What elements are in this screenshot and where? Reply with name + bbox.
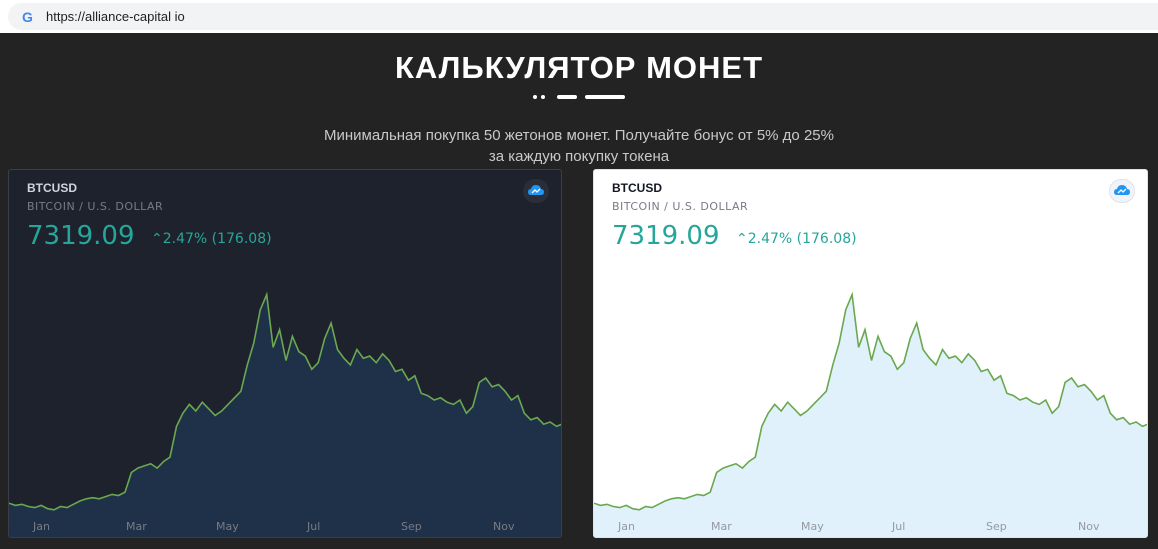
symbol-description: BITCOIN / U.S. DOLLAR bbox=[27, 200, 164, 213]
x-tick-label: Jul bbox=[891, 520, 905, 533]
x-tick-label: May bbox=[801, 520, 824, 533]
symbol-label[interactable]: BTCUSD bbox=[612, 181, 662, 195]
x-tick-label: Nov bbox=[493, 520, 515, 533]
btcusd-widget-dark[interactable]: Jan Mar May Jul Sep Nov BTCUSD BITCOIN / U.S.… bbox=[8, 169, 562, 538]
x-tick-label: May bbox=[216, 520, 239, 533]
price-value: 7319.09 bbox=[612, 221, 720, 251]
tradingview-cloud-icon[interactable] bbox=[523, 179, 549, 203]
x-tick-label: Mar bbox=[711, 520, 732, 533]
symbol-label[interactable]: BTCUSD bbox=[27, 181, 77, 195]
x-tick-label: Mar bbox=[126, 520, 147, 533]
tradingview-cloud-icon[interactable] bbox=[1109, 179, 1135, 203]
price-chart-light: Jan Mar May Jul Sep Nov bbox=[594, 291, 1147, 537]
x-tick-label: Sep bbox=[986, 520, 1007, 533]
page-subtitle: Минимальная покупка 50 жетонов монет. По… bbox=[0, 125, 1158, 167]
x-tick-label: Jan bbox=[617, 520, 635, 533]
price-area-fill bbox=[594, 294, 1147, 537]
btcusd-widget-light[interactable]: Jan Mar May Jul Sep Nov BTCUSD BITCOIN / U.S.… bbox=[593, 169, 1148, 538]
x-tick-label: Jul bbox=[306, 520, 320, 533]
page-title: КАЛЬКУЛЯТОР МОНЕТ bbox=[394, 50, 764, 85]
url-field[interactable]: G https://alliance-capital io bbox=[8, 3, 1158, 30]
price-change: ⌃2.47% (176.08) bbox=[736, 231, 857, 247]
subtitle-line-1: Минимальная покупка 50 жетонов монет. По… bbox=[324, 127, 834, 144]
title-decoration bbox=[533, 95, 625, 99]
browser-address-bar[interactable]: G https://alliance-capital io bbox=[0, 0, 1158, 33]
google-g-icon: G bbox=[22, 9, 33, 25]
subtitle-line-2: за каждую покупку токена bbox=[488, 148, 670, 165]
price-change: ⌃2.47% (176.08) bbox=[151, 231, 272, 247]
price-line bbox=[9, 291, 561, 511]
price-area-fill bbox=[9, 294, 561, 537]
x-tick-label: Nov bbox=[1078, 520, 1100, 533]
symbol-description: BITCOIN / U.S. DOLLAR bbox=[612, 200, 749, 213]
x-tick-label: Sep bbox=[401, 520, 422, 533]
x-tick-label: Jan bbox=[32, 520, 50, 533]
price-line bbox=[594, 291, 1147, 511]
price-value: 7319.09 bbox=[27, 221, 135, 251]
url-text[interactable]: https://alliance-capital io bbox=[46, 9, 185, 24]
price-chart-dark: Jan Mar May Jul Sep Nov bbox=[9, 291, 561, 537]
